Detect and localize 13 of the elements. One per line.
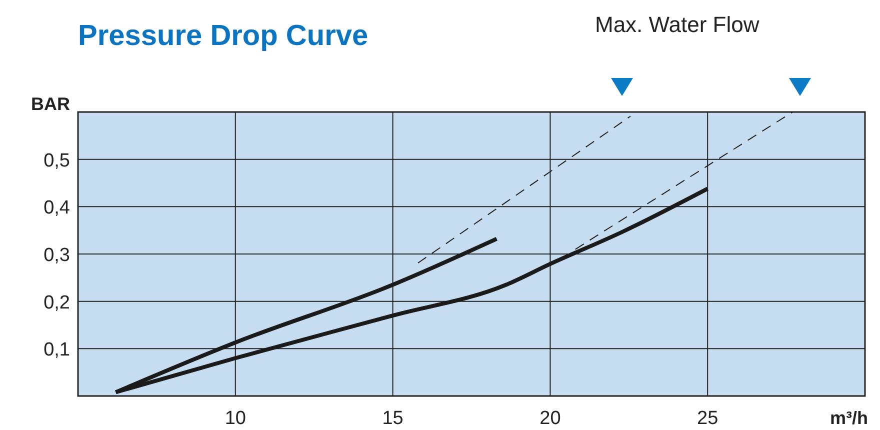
x-tick-label: 15 (382, 408, 404, 429)
y-tick-label: 0,4 (44, 198, 70, 219)
x-tick-label: 20 (540, 408, 561, 429)
y-tick-label: 0,3 (44, 245, 70, 266)
y-tick-label: 0,2 (44, 292, 70, 314)
y-tick-label: 0,5 (44, 150, 70, 172)
x-tick-label: 10 (224, 408, 246, 429)
y-tick-label: 0,1 (44, 340, 70, 361)
x-axis-title: m³/h (830, 408, 868, 428)
text: Max. Water Flow (595, 12, 760, 37)
y-axis-title: BAR (31, 94, 70, 114)
chart-title: Pressure Drop Curve (78, 20, 368, 52)
x-tick-label: 25 (697, 408, 718, 429)
